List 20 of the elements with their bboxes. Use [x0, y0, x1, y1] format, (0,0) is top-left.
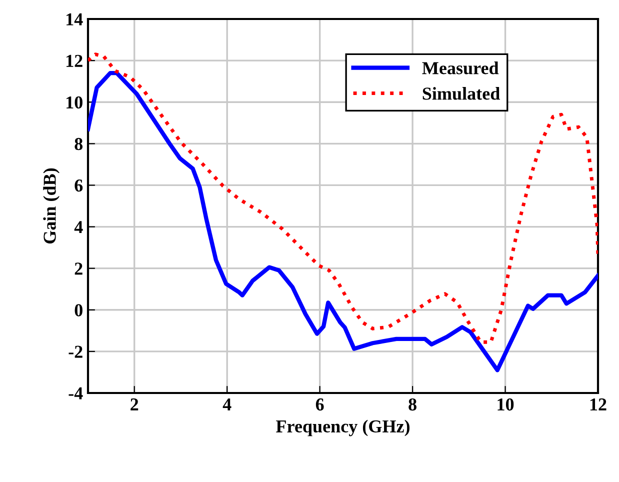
y-tick-label: -2 — [68, 346, 82, 358]
y-tick-label: -4 — [68, 387, 83, 400]
y-tick-label: 6 — [74, 180, 83, 192]
y-tick-label: 12 — [66, 54, 82, 67]
y-tick-label: 4 — [74, 221, 83, 234]
y-tick-label: 10 — [66, 96, 82, 109]
legend-label: Measured — [422, 62, 499, 74]
x-tick-label: 6 — [316, 398, 324, 411]
x-tick-label: 10 — [498, 398, 514, 411]
x-axis-title: Frequency (GHz) — [276, 420, 410, 436]
y-tick-label: 0 — [74, 304, 82, 316]
y-tick-label: 2 — [74, 262, 82, 275]
x-tick-label: 4 — [222, 398, 232, 410]
y-tick-label: 14 — [66, 13, 83, 26]
legend-label: Simulated — [422, 87, 500, 100]
x-tick-label: 8 — [408, 398, 416, 411]
x-tick-label: 12 — [590, 398, 606, 410]
x-tick-label: 2 — [130, 398, 138, 410]
y-axis-title: Gain (dB) — [43, 168, 60, 244]
y-tick-label: 8 — [74, 138, 83, 150]
